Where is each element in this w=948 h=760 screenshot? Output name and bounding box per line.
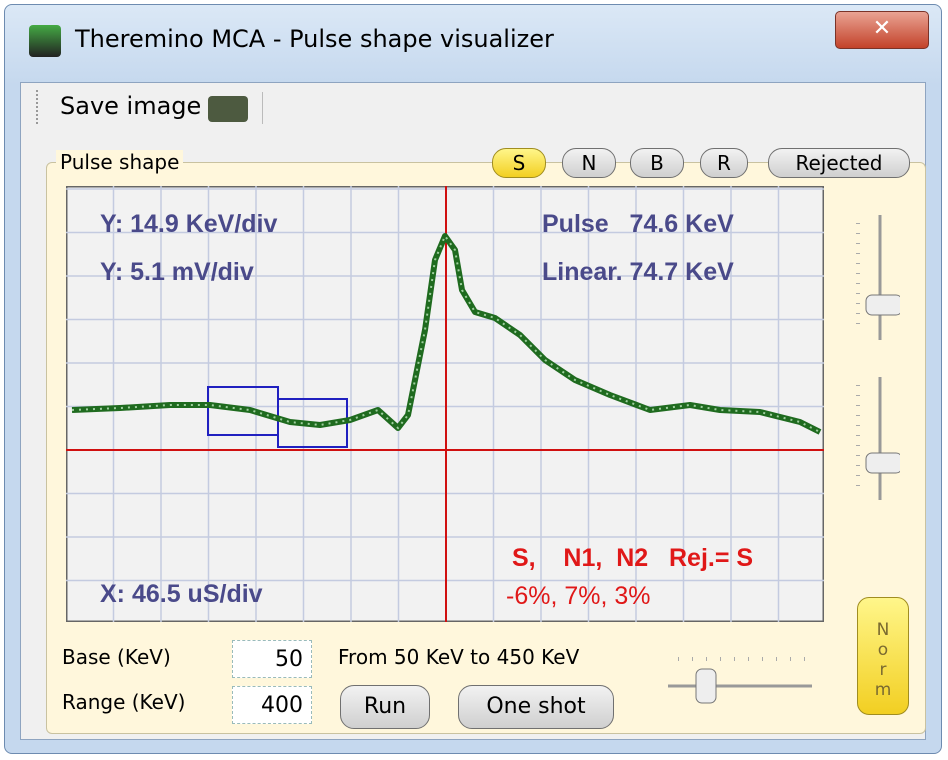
base-input[interactable]: 50 bbox=[232, 640, 312, 678]
one-shot-button[interactable]: One shot bbox=[458, 685, 614, 729]
y-scale-kev: Y: 14.9 KeV/div bbox=[100, 210, 277, 238]
save-image-button[interactable]: Save image bbox=[60, 92, 202, 120]
pulse-energy: Pulse 74.6 KeV bbox=[542, 210, 734, 238]
camera-icon bbox=[208, 96, 248, 122]
app-icon bbox=[29, 25, 61, 57]
toolbar-grip bbox=[36, 90, 40, 124]
rejection-values: -6%, 7%, 3% bbox=[506, 582, 651, 610]
range-label: Range (KeV) bbox=[62, 690, 186, 714]
mode-button[interactable]: S bbox=[492, 148, 546, 178]
rejection-header: S, N1, N2 Rej.= S bbox=[512, 544, 753, 572]
vertical-sliders bbox=[856, 215, 900, 500]
window-title: Theremino MCA - Pulse shape visualizer bbox=[75, 25, 554, 53]
slider-thumb[interactable] bbox=[865, 452, 900, 474]
linear-energy: Linear. 74.7 KeV bbox=[542, 258, 734, 286]
y-scale-mv: Y: 5.1 mV/div bbox=[100, 258, 254, 286]
mode-button[interactable]: Rejected bbox=[768, 148, 910, 178]
plot: Y: 14.9 KeV/div Y: 5.1 mV/div Pulse 74.6… bbox=[66, 186, 824, 622]
toolbar-separator bbox=[262, 92, 263, 124]
mode-button[interactable]: N bbox=[562, 148, 616, 178]
close-button[interactable]: ✕ bbox=[835, 11, 929, 49]
mode-button[interactable]: B bbox=[630, 148, 684, 178]
x-scale: X: 46.5 uS/div bbox=[100, 580, 263, 608]
slider-thumb[interactable] bbox=[695, 668, 717, 704]
mode-button[interactable]: R bbox=[700, 148, 748, 178]
horizontal-slider bbox=[668, 657, 812, 704]
group-title: Pulse shape bbox=[56, 150, 184, 174]
base-label: Base (KeV) bbox=[62, 645, 171, 669]
run-button[interactable]: Run bbox=[340, 685, 430, 729]
pulse-trace bbox=[71, 233, 822, 435]
range-input[interactable]: 400 bbox=[232, 686, 312, 724]
slider-thumb[interactable] bbox=[865, 294, 900, 316]
norm-button[interactable]: Norm bbox=[857, 597, 909, 715]
range-text: From 50 KeV to 450 KeV bbox=[338, 645, 580, 669]
